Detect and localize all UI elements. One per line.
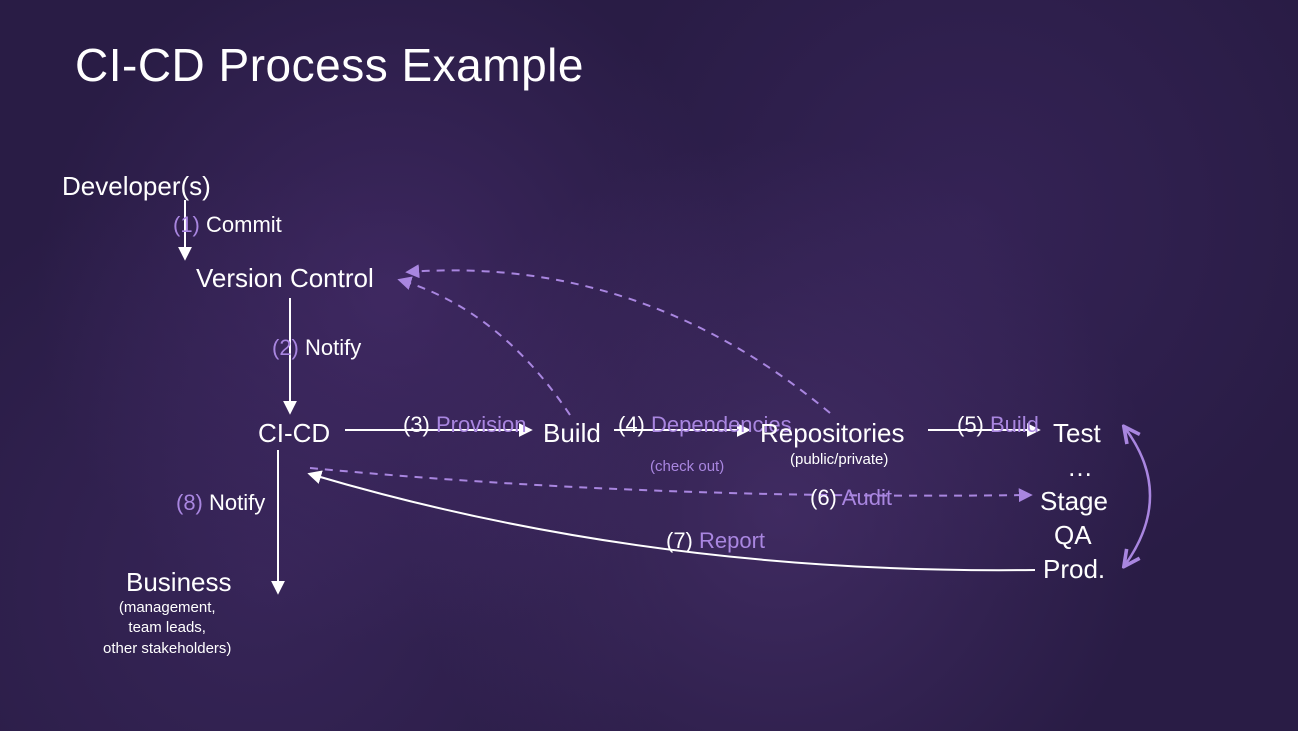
- node-stage: Stage: [1040, 486, 1108, 517]
- edge-cycle_arc: [1125, 428, 1150, 565]
- edge-text: Notify: [209, 490, 265, 515]
- node-build: Build: [543, 418, 601, 449]
- node-repositories: Repositories: [760, 418, 905, 449]
- edge-num: (7): [666, 528, 699, 553]
- node-dots: …: [1067, 452, 1093, 483]
- edge-text: Notify: [305, 335, 361, 360]
- edge-text: Commit: [206, 212, 282, 237]
- node-developers: Developer(s): [62, 171, 211, 202]
- edge-label-e6: (6) Audit: [810, 485, 892, 511]
- edge-num: (5): [957, 412, 990, 437]
- edge-num: (6): [810, 485, 842, 510]
- node-version_control: Version Control: [196, 263, 374, 294]
- edge-e7: [310, 474, 1035, 570]
- edge-sublabel-e4: (check out): [650, 458, 724, 475]
- edge-text: Build: [990, 412, 1039, 437]
- edge-text: Report: [699, 528, 765, 553]
- node-business: Business: [126, 567, 232, 598]
- edge-num: (8): [176, 490, 209, 515]
- edge-label-e7: (7) Report: [666, 528, 765, 554]
- node-test: Test: [1053, 418, 1101, 449]
- edge-label-e5: (5) Build: [957, 412, 1039, 438]
- edge-num: (4): [618, 412, 651, 437]
- edge-num: (3): [403, 412, 436, 437]
- node-prod: Prod.: [1043, 554, 1105, 585]
- node-qa: QA: [1054, 520, 1092, 551]
- node-cicd: CI-CD: [258, 418, 330, 449]
- node-sub-business: (management,team leads,other stakeholder…: [103, 598, 231, 659]
- edge-text: Provision: [436, 412, 526, 437]
- edge-text: Audit: [842, 485, 892, 510]
- edge-fb_repo_vc: [408, 270, 830, 413]
- edge-label-e1: (1) Commit: [173, 212, 282, 238]
- edge-num: (2): [272, 335, 305, 360]
- edge-label-e2: (2) Notify: [272, 335, 361, 361]
- diagram-canvas: CI-CD Process Example (1) Commit (2) Noti…: [0, 0, 1298, 731]
- edge-label-e3: (3) Provision: [403, 412, 526, 438]
- edge-label-e8: (8) Notify: [176, 490, 265, 516]
- edge-fb_build_vc: [400, 280, 570, 415]
- edge-num: (1): [173, 212, 206, 237]
- page-title: CI-CD Process Example: [75, 38, 584, 92]
- node-sub-repositories: (public/private): [790, 450, 888, 470]
